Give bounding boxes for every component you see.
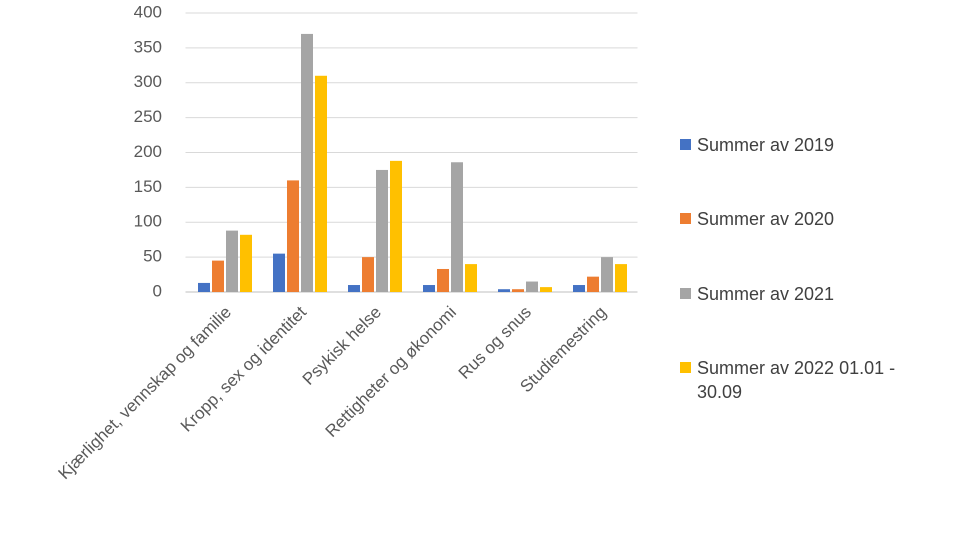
bar <box>498 289 510 292</box>
y-tick-label: 300 <box>134 72 162 91</box>
y-tick-label: 350 <box>134 37 162 56</box>
legend-item: Summer av 2022 01.01 - 30.09 <box>680 356 950 404</box>
bar <box>465 264 477 292</box>
y-tick-label: 150 <box>134 177 162 196</box>
legend-label: Summer av 2021 <box>697 284 835 304</box>
legend-label: Summer av 2022 01.01 - 30.09 <box>697 358 896 402</box>
legend-swatch <box>680 139 691 150</box>
bar <box>198 282 210 292</box>
legend-swatch <box>680 213 691 224</box>
bar <box>423 285 435 292</box>
y-tick-label: 100 <box>134 212 162 231</box>
bar <box>315 75 327 293</box>
bar <box>573 285 585 292</box>
bar <box>601 257 613 292</box>
bar <box>212 260 224 292</box>
bar <box>273 253 285 292</box>
legend-swatch <box>680 362 691 373</box>
bar <box>615 264 627 292</box>
bar <box>240 234 252 292</box>
y-tick-label: 50 <box>143 247 162 266</box>
bar <box>390 160 402 292</box>
legend-item: Summer av 2020 <box>680 207 950 231</box>
x-tick-label: Rettigheter og økonomi <box>322 303 460 441</box>
bar <box>540 287 552 292</box>
bar <box>451 162 463 292</box>
legend-label: Summer av 2020 <box>697 209 835 229</box>
x-tick-label: Kropp, sex og identitet <box>177 302 310 435</box>
y-tick-label: 0 <box>153 281 162 300</box>
bar <box>348 285 360 292</box>
bar <box>587 276 599 292</box>
bar <box>512 289 524 292</box>
legend-swatch <box>680 288 691 299</box>
legend-item: Summer av 2021 <box>680 282 950 306</box>
x-tick-label: Rus og snus <box>455 303 535 383</box>
legend-label: Summer av 2019 <box>697 135 835 155</box>
bar <box>287 180 299 292</box>
bar <box>437 268 449 292</box>
bar <box>376 169 388 292</box>
bar <box>526 281 538 292</box>
bar <box>226 230 238 292</box>
legend-item: Summer av 2019 <box>680 133 950 157</box>
y-tick-label: 250 <box>134 107 162 126</box>
bar <box>301 33 313 293</box>
bar <box>362 257 374 292</box>
y-tick-label: 400 <box>134 2 162 21</box>
y-tick-label: 200 <box>134 142 162 161</box>
